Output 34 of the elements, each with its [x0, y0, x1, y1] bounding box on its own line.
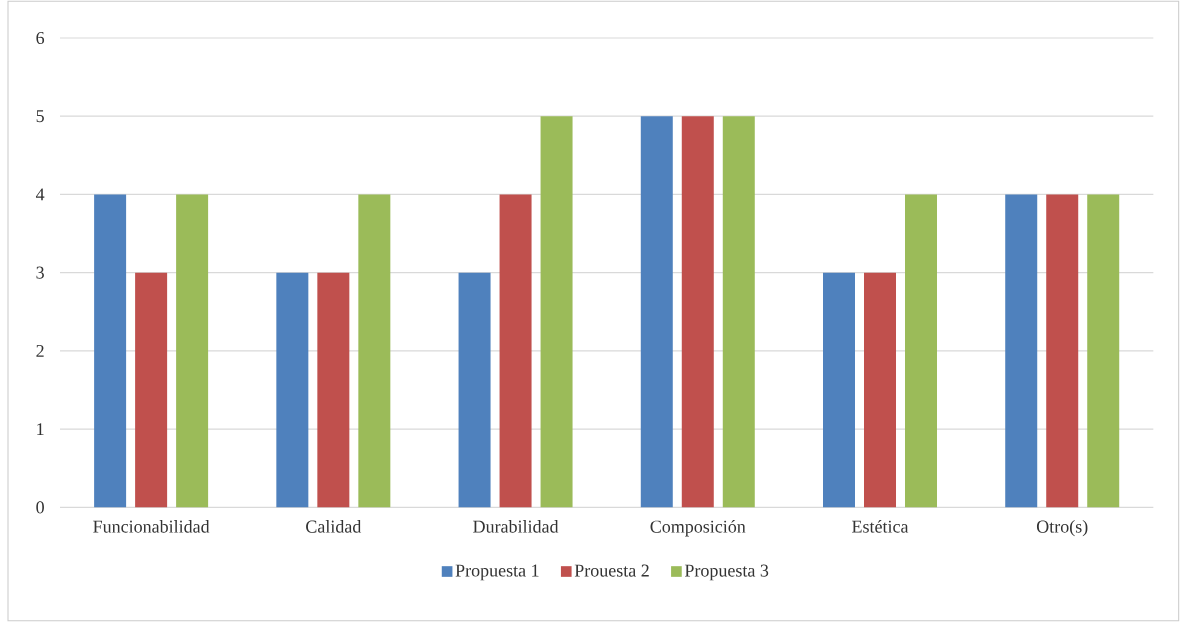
legend-label: Propuesta 3: [684, 564, 769, 581]
y-tick-label: 1: [37, 423, 44, 436]
bar: [722, 116, 755, 508]
y-tick-label: 2: [36, 344, 44, 357]
bar: [499, 194, 532, 508]
bar: [135, 272, 168, 508]
y-tick-label: 4: [35, 188, 45, 201]
bar: [458, 272, 491, 508]
x-tick-label: Durabilidad: [473, 520, 559, 533]
bar: [1046, 194, 1079, 508]
y-tick-label: 6: [36, 31, 45, 45]
bar: [1005, 194, 1038, 508]
x-tick-label: Otro(s): [1036, 520, 1088, 537]
bar: [176, 194, 209, 508]
bar: [276, 272, 309, 508]
y-tick-label: 0: [36, 501, 44, 514]
bar: [317, 272, 350, 508]
x-tick-label: Estética: [852, 520, 909, 533]
legend-label: Propuesta 1: [455, 564, 539, 581]
bar: [864, 272, 896, 508]
bar: [94, 194, 127, 508]
legend-label: Prouesta 2: [574, 564, 649, 577]
y-tick-label: 3: [36, 266, 44, 279]
bar: [905, 194, 938, 508]
bar: [681, 116, 714, 508]
x-tick-label: Funcionabilidad: [93, 520, 210, 533]
bar: [1087, 194, 1120, 508]
bar: [358, 194, 391, 508]
x-tick-label: Calidad: [306, 520, 362, 533]
bar: [540, 116, 573, 508]
y-tick-label: 5: [36, 110, 44, 123]
x-tick-label: Composición: [650, 520, 746, 537]
bar: [640, 116, 673, 508]
bar: [823, 272, 855, 508]
